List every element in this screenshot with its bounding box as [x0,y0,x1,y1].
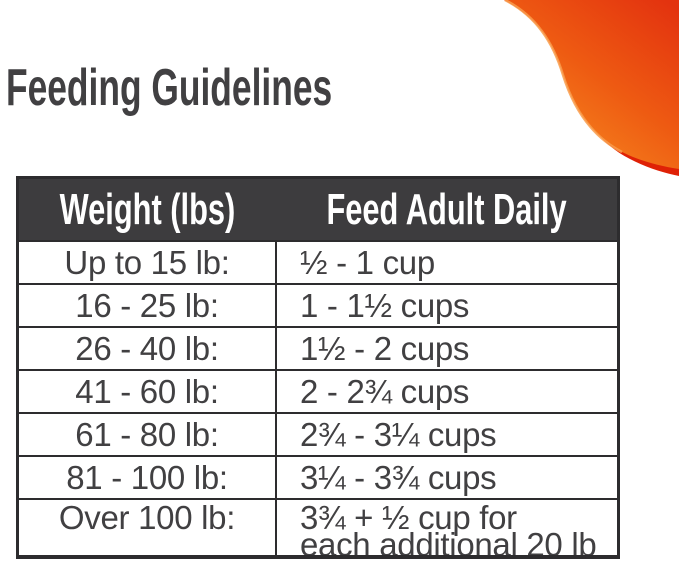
table-row: 16 - 25 lb: 1 - 1½ cups [19,283,617,326]
table-row: 61 - 80 lb: 2¾ - 3¼ cups [19,412,617,455]
page-title: Feeding Guidelines [6,59,486,117]
table-header-row: Weight (lbs) Feed Adult Daily [19,179,617,240]
table-row: 26 - 40 lb: 1½ - 2 cups [19,326,617,369]
cell-amount: 1½ - 2 cups [275,328,617,369]
cell-weight: Over 100 lb: [58,500,236,536]
header-feed-label: Feed Adult Daily [326,184,567,234]
feeding-guidelines-table: Weight (lbs) Feed Adult Daily Up to 15 l… [16,176,620,559]
cell-amount: 3¼ - 3¾ cups [275,457,617,498]
cell-amount: 2¾ - 3¼ cups [275,414,617,455]
table-row: 81 - 100 lb: 3¼ - 3¾ cups [19,455,617,498]
table-row: 41 - 60 lb: 2 - 2¾ cups [19,369,617,412]
cell-amount: ½ - 1 cup [275,242,617,283]
cell-amount: 2 - 2¾ cups [275,371,617,412]
header-cell-weight: Weight (lbs) [19,179,275,240]
cell-weight: Up to 15 lb: [64,243,230,281]
cell-weight: 16 - 25 lb: [75,286,219,324]
cell-amount: 3¾ + ½ cup for each additional 20 lb [275,500,617,555]
cell-weight: 81 - 100 lb: [66,458,228,496]
cell-amount: 1 - 1½ cups [275,285,617,326]
cell-weight: 61 - 80 lb: [75,415,219,453]
header-cell-feed: Feed Adult Daily [275,179,618,240]
table-row: Over 100 lb: 3¾ + ½ cup for each additio… [19,498,617,555]
cell-weight: 41 - 60 lb: [75,372,219,410]
header-weight-label: Weight (lbs) [59,184,235,234]
cell-weight: 26 - 40 lb: [75,329,219,367]
page-title-text: Feeding Guidelines [6,59,333,117]
table-row: Up to 15 lb: ½ - 1 cup [19,240,617,283]
